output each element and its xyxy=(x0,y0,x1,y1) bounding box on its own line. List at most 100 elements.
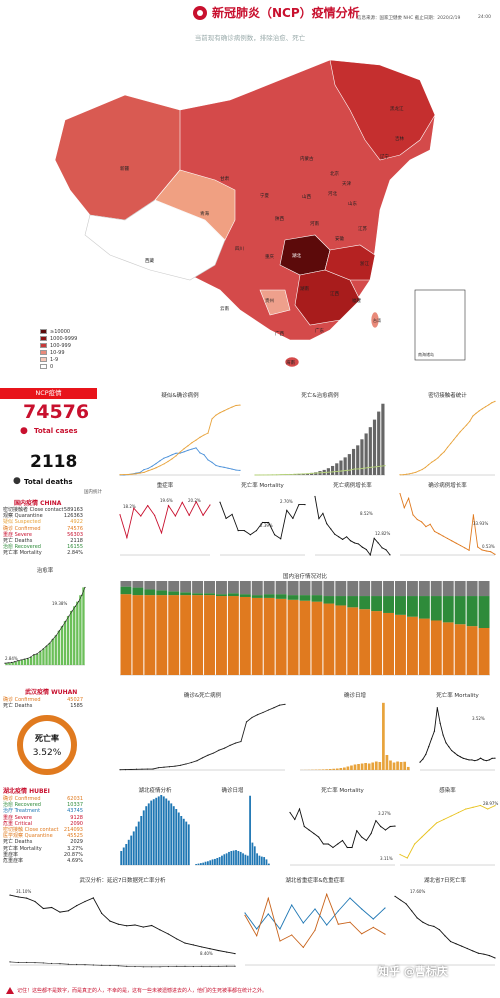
stacked-bar xyxy=(144,595,156,675)
data-point xyxy=(477,952,479,954)
stacked-bar xyxy=(359,609,371,675)
data-point xyxy=(385,549,387,551)
data-point xyxy=(481,549,483,551)
hubei-analysis-bar xyxy=(180,816,183,865)
legend-swatch xyxy=(40,350,47,355)
data-point xyxy=(427,464,430,466)
stat-row: 重症 Severe 9128 xyxy=(3,815,83,821)
data-point xyxy=(191,442,193,444)
svg-text:西藏: 西藏 xyxy=(145,257,154,264)
recovery-bar xyxy=(5,663,8,665)
data-point xyxy=(271,474,273,476)
series-line xyxy=(399,400,496,476)
data-point xyxy=(142,966,144,968)
data-point xyxy=(256,928,258,930)
data-point xyxy=(202,514,204,516)
data-point xyxy=(428,829,430,831)
recovery-bar xyxy=(57,630,61,665)
stat-value: 589163 xyxy=(63,507,83,513)
data-point xyxy=(39,650,41,652)
data-point xyxy=(219,501,221,503)
data-point xyxy=(237,530,239,532)
data-point xyxy=(428,746,430,748)
data-point xyxy=(318,836,320,838)
data-point xyxy=(365,548,367,551)
data-point xyxy=(78,601,80,603)
data-point xyxy=(262,711,264,714)
data-point xyxy=(399,899,402,901)
data-point xyxy=(163,457,165,459)
header: 新冠肺炎（NCP）疫情分析 信息来源：国家卫健委 NHC 截止日期：2020/2… xyxy=(0,0,500,30)
data-point xyxy=(298,504,300,506)
legend-label: 1-9 xyxy=(50,356,59,363)
data-point xyxy=(23,658,25,660)
stacked-bar xyxy=(347,607,359,675)
data-point xyxy=(276,474,278,476)
data-point xyxy=(280,474,282,476)
hubei-daily-bar xyxy=(249,795,251,865)
data-point xyxy=(273,707,275,709)
stacked-bar xyxy=(323,581,335,597)
data-point xyxy=(184,942,186,944)
data-point xyxy=(227,408,229,410)
legend-swatch xyxy=(40,364,47,369)
data-point xyxy=(405,473,407,475)
data-point xyxy=(234,953,236,955)
map-subtitle: 当前现有确诊病例数，排除治愈、死亡 xyxy=(194,34,306,42)
legend-item: ≥10000 xyxy=(40,328,77,335)
data-point xyxy=(314,929,316,931)
stacked-bar xyxy=(132,595,144,675)
stacked-bar xyxy=(251,597,263,675)
data-point xyxy=(49,642,51,644)
data-label: 2.70% xyxy=(280,499,293,504)
data-point xyxy=(371,466,373,468)
data-point xyxy=(298,808,301,810)
wuhan-daily-bar xyxy=(399,762,403,770)
stacked-bar xyxy=(371,611,383,675)
data-point xyxy=(361,933,363,935)
data-point xyxy=(109,920,111,922)
data-point xyxy=(267,709,270,711)
chart-title: 死亡率 Mortality xyxy=(241,481,284,489)
data-point xyxy=(284,703,286,705)
wuhan-daily-bar xyxy=(350,765,353,770)
stacked-bar xyxy=(287,595,299,600)
hubei-analysis-bar xyxy=(130,835,133,865)
hubei-section-title: 湖北疫情 HUBEI xyxy=(3,788,50,795)
legend-item: 1-9 xyxy=(40,356,77,363)
data-point xyxy=(304,504,306,506)
data-point xyxy=(92,964,94,966)
svg-text:安徽: 安徽 xyxy=(335,235,344,242)
data-point xyxy=(163,463,165,465)
recovered-bar xyxy=(305,473,310,475)
data-point xyxy=(459,431,461,433)
stat-label: 确诊 Confirmed xyxy=(3,697,41,703)
hubei-daily-bar xyxy=(199,863,202,865)
data-point xyxy=(375,466,377,468)
data-point xyxy=(384,907,386,909)
data-point xyxy=(491,402,493,404)
data-point xyxy=(367,467,369,469)
svg-text:贵州: 贵州 xyxy=(265,297,274,304)
data-point xyxy=(337,910,339,912)
data-point xyxy=(477,759,479,761)
svg-text:湖北: 湖北 xyxy=(292,252,301,259)
stacked-bar xyxy=(263,594,275,598)
svg-text:江苏: 江苏 xyxy=(358,225,367,232)
data-point xyxy=(472,514,475,516)
stacked-bar xyxy=(311,581,323,596)
recovered-bar xyxy=(356,445,360,475)
data-point xyxy=(491,757,493,759)
stacked-bar xyxy=(144,589,156,596)
recovered-bar xyxy=(347,454,351,475)
data-point xyxy=(101,912,103,914)
svg-text:北京: 北京 xyxy=(330,170,339,177)
stat-label: 密切接触 Close contact xyxy=(3,826,59,833)
data-point xyxy=(55,634,57,637)
data-point xyxy=(475,412,477,414)
stat-value: 45525 xyxy=(67,833,83,840)
data-point xyxy=(255,530,258,532)
hubei-daily-bar xyxy=(246,855,249,865)
svg-text:3.52%: 3.52% xyxy=(33,748,62,758)
data-point xyxy=(171,458,173,460)
